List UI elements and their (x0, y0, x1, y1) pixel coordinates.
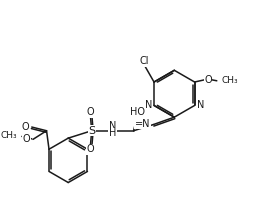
Text: O: O (87, 107, 94, 117)
Text: N: N (145, 100, 152, 111)
Text: S: S (88, 126, 95, 136)
Text: N: N (197, 100, 204, 111)
Text: =N: =N (135, 119, 150, 129)
Text: N: N (109, 121, 116, 131)
Text: Cl: Cl (139, 56, 149, 66)
Text: O: O (204, 75, 212, 85)
Text: H: H (109, 128, 116, 138)
Text: O: O (23, 134, 30, 144)
Text: O: O (21, 122, 29, 132)
Text: O: O (87, 144, 94, 154)
Text: CH₃: CH₃ (0, 131, 17, 140)
Text: HO: HO (130, 107, 145, 117)
Text: CH₃: CH₃ (222, 76, 238, 85)
